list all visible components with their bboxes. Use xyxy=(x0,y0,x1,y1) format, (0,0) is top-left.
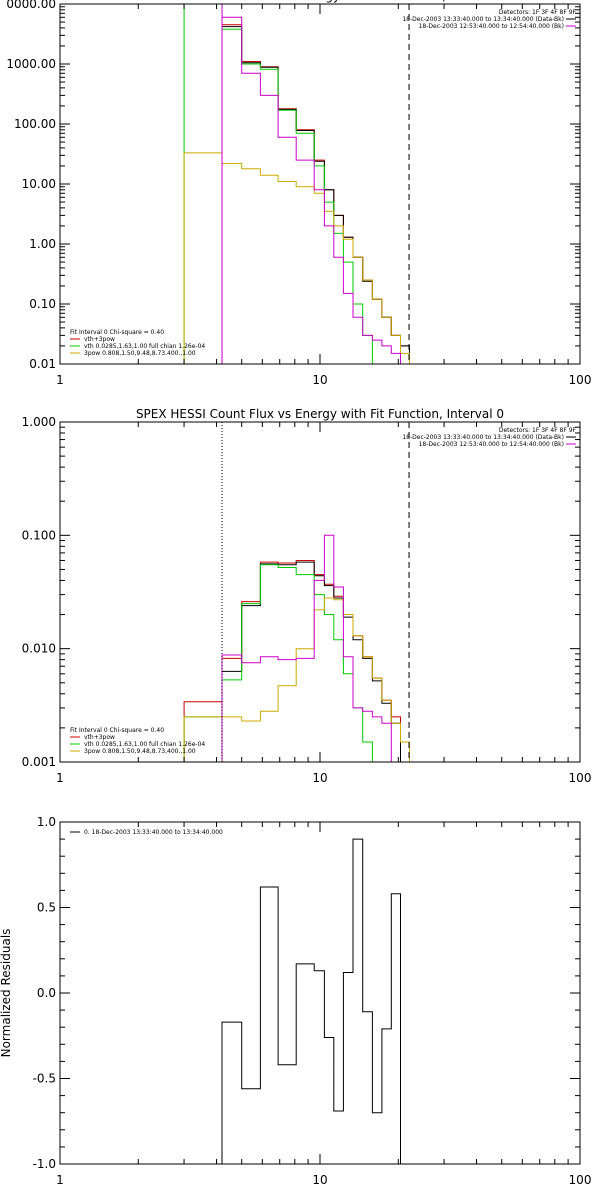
fit-legend-header: Fit Interval 0 Chi-square = 0.40 xyxy=(70,727,164,734)
x-tick-label: 1 xyxy=(56,1173,64,1187)
x-tick-label: 10 xyxy=(312,1173,327,1187)
chart-title: SPEX HESSI Count Flux vs Energy with Fit… xyxy=(136,407,504,421)
legend-entry: 18-Dec-2003 12:53:40.000 to 12:54:40.000… xyxy=(419,441,564,448)
y-tick-label: 0.0 xyxy=(37,986,56,1000)
x-tick-label: 100 xyxy=(569,771,592,785)
y-tick-label: 0000.00 xyxy=(6,0,56,11)
plot-frame xyxy=(59,3,581,365)
chart-panel-1: SPEX HESSI Photon Flux vs Energy with Fi… xyxy=(6,0,591,387)
chart-panel-3: 1 10 100 -1.0 -0.5 0.0 0.5 1.0 Normalized Residu… xyxy=(0,815,591,1187)
y-tick-label: 0.01 xyxy=(29,357,56,371)
fit-legend-header: Fit Interval 0 Chi-square = 0.40 xyxy=(70,329,164,336)
fit-legend-entry: 3pow 0.808,1.50,9.48,8.73,400.,1.00 xyxy=(84,350,196,357)
detectors-label: Detectors: 1F 3F 4F 8F 9F xyxy=(499,9,577,16)
y-axis-label: Normalized Residuals xyxy=(0,929,13,1058)
series-data-bk xyxy=(221,26,410,364)
fit-legend-entry: vth 0.0285,1.63,1.00 full chian 1.26e-04 xyxy=(84,741,205,748)
y-tick-label: 1.00 xyxy=(29,237,56,251)
legend-entry: 18-Dec-2003 13:33:40.000 to 13:34:40.000… xyxy=(402,434,564,441)
y-tick-label: 10.00 xyxy=(22,177,56,191)
plot-frame xyxy=(59,821,581,1165)
series-group xyxy=(183,534,419,762)
y-tick-label: 0.010 xyxy=(22,642,56,656)
series-data-bk xyxy=(221,561,401,762)
y-tick-label: 100.00 xyxy=(14,117,56,131)
y-tick-label: 0.5 xyxy=(37,901,56,915)
y-tick-label: 1.0 xyxy=(37,815,56,829)
y-tick-label: 0.10 xyxy=(29,297,56,311)
series-group xyxy=(183,4,419,364)
fit-legend-entry: vth+3pow xyxy=(84,336,115,343)
fit-legend-entry: vth+3pow xyxy=(84,734,115,741)
series-vth xyxy=(183,4,382,364)
legend-entry: 0. 18-Dec-2003 13:33:40.000 to 13:34:40.… xyxy=(84,829,223,836)
series-bk xyxy=(221,16,410,364)
x-tick-label: 1 xyxy=(56,373,64,387)
legend-entry: 18-Dec-2003 13:33:40.000 to 13:34:40.000… xyxy=(402,16,564,23)
y-tick-label: -0.5 xyxy=(33,1072,56,1086)
chart-panel-2: SPEX HESSI Count Flux vs Energy with Fit… xyxy=(22,407,592,785)
series-vth-3pow xyxy=(221,24,410,364)
series-residuals xyxy=(221,838,401,1164)
chart-title: SPEX HESSI Photon Flux vs Energy with Fi… xyxy=(133,0,507,3)
legend-entry: 18-Dec-2003 12:53:40.000 to 12:54:40.000… xyxy=(419,23,564,30)
series-3pow xyxy=(183,152,419,364)
series-bk xyxy=(221,534,401,762)
fit-legend-entry: 3pow 0.808,1.50,9.48,8.73,400.,1.00 xyxy=(84,748,196,755)
series-vth xyxy=(183,564,373,762)
y-tick-label: 1.000 xyxy=(22,415,56,429)
series-vth-3pow xyxy=(183,560,410,762)
y-tick-label: -1.0 xyxy=(33,1157,56,1171)
x-tick-label: 100 xyxy=(569,1173,592,1187)
y-tick-label: 0.100 xyxy=(22,528,56,542)
x-tick-label: 1 xyxy=(56,771,64,785)
y-tick-label: 1000.00 xyxy=(6,57,56,71)
y-tick-label: 0.001 xyxy=(22,755,56,769)
x-tick-label: 10 xyxy=(312,771,327,785)
series-group xyxy=(221,838,401,1164)
x-tick-label: 10 xyxy=(312,373,327,387)
series-3pow xyxy=(183,597,419,762)
fit-legend-entry: vth 0.0285,1.63,1.00 full chian 1.26e-04 xyxy=(84,343,205,350)
plot-frame xyxy=(59,421,581,763)
x-tick-label: 100 xyxy=(569,373,592,387)
detectors-label: Detectors: 1F 3F 4F 8F 9F xyxy=(499,427,577,434)
